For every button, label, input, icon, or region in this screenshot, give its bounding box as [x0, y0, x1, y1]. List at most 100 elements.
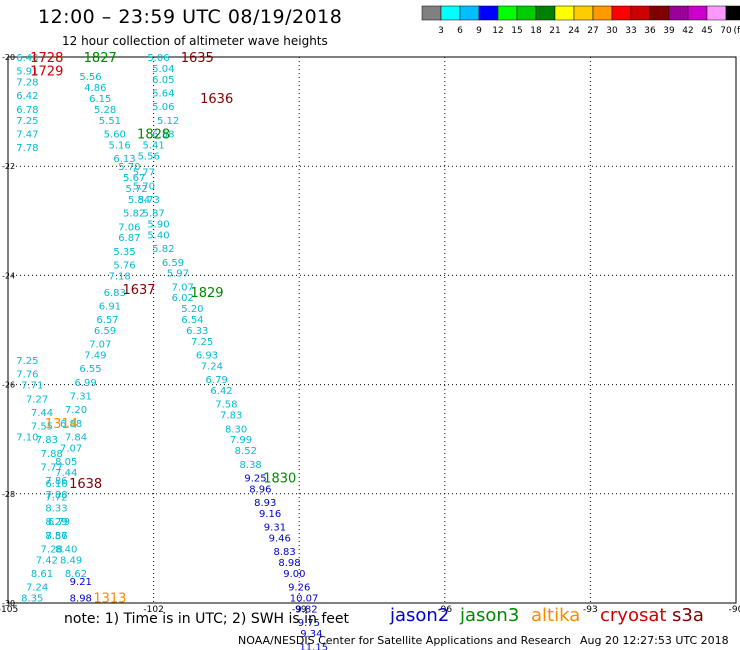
colorbar-swatch: [725, 5, 740, 21]
data-point-jason2: 8.93: [254, 498, 276, 509]
data-point-jason3: 7.10: [16, 432, 38, 443]
data-point-jason3: 6.87: [118, 233, 140, 244]
data-point-jason3: 6.78: [16, 105, 38, 116]
colorbar-label: 45: [701, 26, 712, 36]
data-point-jason3: 8.30: [225, 424, 247, 435]
pass-time-label: 1313: [93, 592, 126, 607]
data-point-jason3: 7.83: [36, 435, 58, 446]
colorbar-label: 18: [530, 26, 542, 36]
data-point-jason3: 6.99: [75, 378, 97, 389]
data-point-jason3: 6.54: [181, 315, 203, 326]
data-point-jason3: 8.05: [55, 457, 77, 468]
data-point-jason2: 9.31: [264, 523, 286, 534]
data-point-jason2: 9.34: [300, 629, 322, 640]
pass-time-label: 1314: [45, 417, 78, 432]
x-tick-label: -102: [143, 605, 163, 615]
data-point-jason3: 7.27: [26, 394, 48, 405]
data-point-jason3: 6.59: [162, 258, 184, 269]
data-point-jason2: 8.98: [278, 558, 300, 569]
data-point-jason2: 9.00: [283, 569, 305, 580]
data-point-jason3: 5.12: [157, 116, 179, 127]
data-point-jason2: 9.21: [70, 577, 92, 588]
data-point-jason3: 7.71: [21, 381, 43, 392]
pass-time-label: 1728: [30, 51, 63, 66]
data-point-jason3: 6.57: [96, 315, 118, 326]
data-point-jason3: 5.70: [118, 162, 140, 173]
data-point-jason3: 7.88: [41, 449, 63, 460]
data-point-jason3: 5.72: [125, 184, 147, 195]
data-point-jason3: 8.52: [235, 446, 257, 457]
y-tick-label: -28: [2, 490, 15, 499]
data-point-jason3: 7.42: [36, 555, 58, 566]
data-point-jason3: 8.29: [45, 517, 67, 528]
plot-frame: [7, 56, 737, 604]
data-point-jason3: 7.24: [201, 361, 223, 372]
data-point-jason3: 7.28: [16, 78, 38, 89]
data-point-jason3: 5.77: [133, 168, 155, 179]
data-point-jason3: 7.58: [215, 400, 237, 411]
data-point-jason3: 5.82: [152, 244, 174, 255]
data-point-jason3: 7.18: [108, 271, 130, 282]
colorbar-label: 36: [644, 26, 656, 36]
pass-time-label: 1636: [200, 92, 233, 107]
timestamp: Aug 20 12:27:53 UTC 2018: [580, 634, 729, 647]
data-point-jason3: 7.07: [89, 340, 111, 351]
data-point-jason2: 8.98: [70, 594, 92, 605]
data-point-jason2: 10.07: [290, 594, 319, 605]
data-point-jason3: 7.44: [55, 468, 77, 479]
data-point-jason3: 7.20: [65, 405, 87, 416]
x-tick-label: -99: [292, 605, 307, 615]
data-point-jason3: 6.15: [89, 94, 111, 105]
data-point-jason3: 7.86: [45, 476, 67, 487]
page-title: 12:00 – 23:59 UTC 08/19/2018: [38, 6, 343, 28]
data-point-jason3: 5.28: [94, 105, 116, 116]
data-point-jason3: 6.83: [104, 288, 126, 299]
colorbar-label: 6: [457, 26, 463, 36]
pass-time-label: 1828: [137, 127, 170, 142]
data-point-jason3: 8.35: [21, 594, 43, 605]
data-point-jason3: 5.91: [16, 67, 38, 78]
data-point-jason3: 7.57: [45, 531, 67, 542]
data-point-jason3: 5.67: [123, 173, 145, 184]
data-point-jason3: 5.90: [147, 220, 169, 231]
colorbar-label: 12: [492, 26, 503, 36]
pass-time-label: 1827: [84, 51, 117, 66]
data-point-jason3: 6.88: [60, 419, 82, 430]
data-point-jason3: 7.83: [220, 411, 242, 422]
data-point-jason3: 8.49: [60, 555, 82, 566]
x-tick-label: -96: [437, 605, 452, 615]
legend-cryosat: cryosat: [600, 605, 667, 626]
legend-s3a: s3a: [672, 605, 704, 626]
data-point-jason3: 7.76: [16, 370, 38, 381]
pass-time-label: 1635: [181, 51, 214, 66]
legend-altika: altika: [531, 605, 581, 626]
colorbar-label: 39: [663, 26, 675, 36]
data-point-jason3: 5.16: [108, 140, 130, 151]
colorbar-label: 15: [511, 26, 522, 36]
data-point-jason3: 5.70: [133, 181, 155, 192]
data-point-jason2: 9.16: [259, 509, 281, 520]
pass-time-label: 1638: [69, 477, 102, 492]
y-tick-label: -30: [2, 599, 15, 608]
data-point-jason3: 5.41: [142, 140, 164, 151]
data-point-jason3: 6.05: [152, 75, 174, 86]
units-note: note: 1) Time is in UTC; 2) SWH is in fe…: [64, 611, 350, 627]
data-point-jason2: 11.15: [299, 643, 328, 650]
credit-line: NOAA/NESDIS Center for Satellite Applica…: [238, 634, 572, 647]
data-point-jason3: 8.86: [45, 531, 67, 542]
pass-time-label: 1729: [30, 65, 63, 80]
data-point-jason3: 5.06: [152, 102, 174, 113]
data-point-jason3: 6.91: [99, 301, 121, 312]
x-tick-label: -105: [0, 605, 18, 615]
data-point-jason3: 6.33: [186, 326, 208, 337]
data-point-jason3: 5.73: [138, 195, 160, 206]
data-point-jason2: 8.96: [249, 484, 271, 495]
data-point-jason2: 9.25: [244, 473, 266, 484]
data-point-jason3: 7.25: [191, 337, 213, 348]
legend-jason2: jason2: [390, 605, 450, 626]
data-point-jason3: 5.97: [167, 269, 189, 280]
data-point-jason3: 7.24: [26, 583, 48, 594]
colorbar-label: 70: [720, 26, 732, 36]
